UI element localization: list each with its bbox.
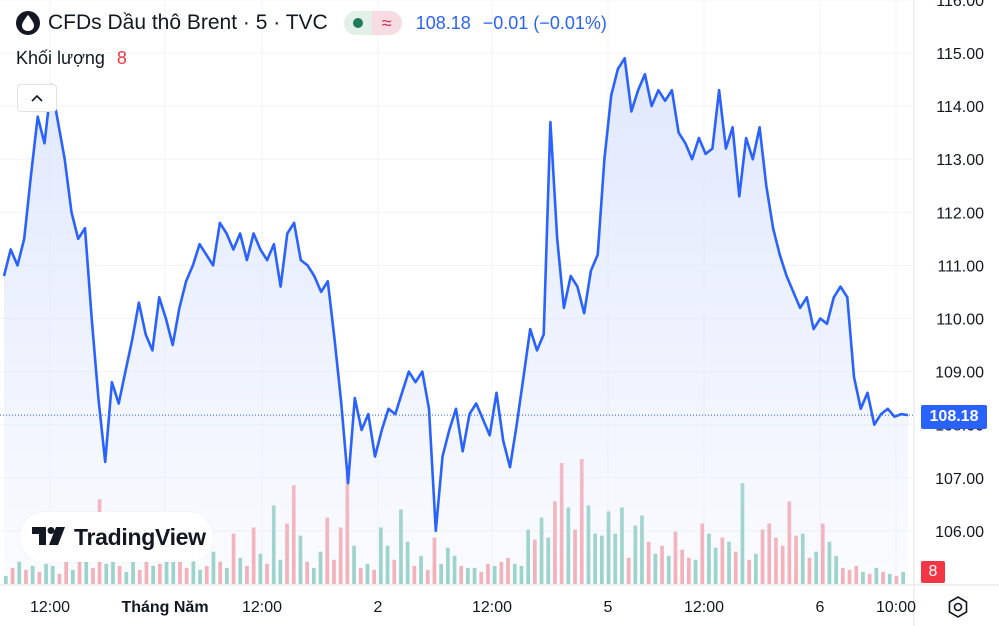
price-change: −0.01 (−0.01%) [482, 12, 607, 33]
x-tick-label: 10:00 [876, 599, 916, 616]
x-tick-label: 12:00 [242, 599, 282, 616]
settings-gear-icon[interactable] [946, 595, 970, 619]
price-line [2, 57, 909, 533]
volume-label: Khối lượng [16, 48, 105, 68]
current-volume-tag: 8 [921, 561, 945, 583]
y-tick-label: 115.00 [936, 46, 984, 63]
market-status[interactable]: ≈ [343, 11, 402, 35]
price-area-fill [4, 58, 908, 585]
tradingview-logo-icon [32, 525, 66, 550]
y-tick-label: 111.00 [937, 258, 984, 275]
tradingview-logo-text: TradingView [74, 523, 206, 550]
y-tick-label: 109.00 [935, 365, 984, 382]
y-tick-label: 113.00 [936, 152, 984, 169]
current-price-tag: 108.18 [921, 405, 987, 429]
x-tick-label: 12:00 [30, 599, 70, 616]
tradingview-logo[interactable]: TradingView [20, 512, 213, 562]
y-tick-label: 114.00 [936, 99, 984, 116]
collapse-legend-button[interactable] [17, 84, 57, 112]
delayed-data-wave-icon: ≈ [371, 11, 402, 35]
time-axis[interactable]: 12:00 Tháng Năm 12:00 2 12:00 5 12:00 6 10:00 [30, 599, 916, 616]
x-tick-label: 2 [374, 599, 383, 616]
market-open-dot-icon [343, 11, 372, 35]
x-tick-label: 6 [816, 599, 825, 616]
y-tick-label: 107.00 [935, 471, 984, 488]
symbol-title[interactable]: CFDs Dầu thô Brent · 5 · TVC [48, 11, 328, 34]
x-tick-label: 12:00 [472, 599, 512, 616]
y-tick-label: 110.00 [936, 312, 984, 329]
chevron-up-icon [31, 89, 43, 107]
x-tick-label: 5 [604, 599, 613, 616]
y-tick-label: 116.00 [936, 0, 984, 10]
volume-value: 8 [116, 48, 127, 68]
symbol-header: CFDs Dầu thô Brent · 5 · TVC ≈ 108.18 −0… [16, 8, 607, 38]
volume-legend[interactable]: Khối lượng 8 [16, 48, 127, 69]
oil-drop-icon [16, 11, 40, 35]
x-tick-label: 12:00 [684, 599, 724, 616]
price-axis[interactable]: 106.00107.00108.00109.00110.00111.00112.… [935, 0, 984, 541]
x-tick-label: Tháng Năm [121, 599, 208, 616]
y-tick-label: 106.00 [935, 524, 984, 541]
y-tick-label: 112.00 [936, 205, 984, 222]
last-price: 108.18 [415, 12, 471, 33]
